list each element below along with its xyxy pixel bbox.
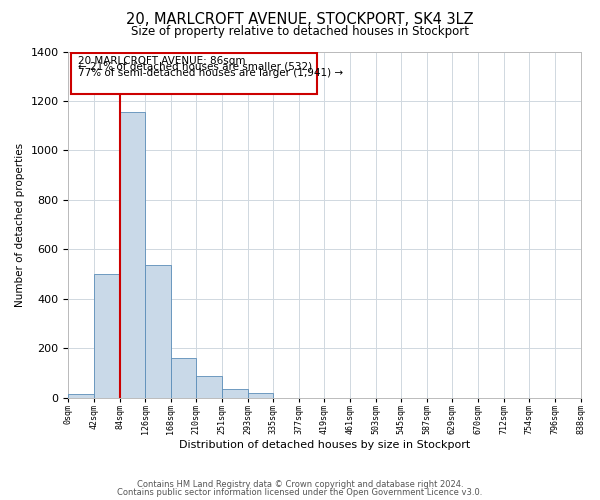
Text: Size of property relative to detached houses in Stockport: Size of property relative to detached ho…: [131, 25, 469, 38]
Text: Contains HM Land Registry data © Crown copyright and database right 2024.: Contains HM Land Registry data © Crown c…: [137, 480, 463, 489]
Y-axis label: Number of detached properties: Number of detached properties: [15, 142, 25, 306]
Bar: [145, 266, 171, 398]
Text: ← 21% of detached houses are smaller (532): ← 21% of detached houses are smaller (53…: [78, 62, 312, 72]
X-axis label: Distribution of detached houses by size in Stockport: Distribution of detached houses by size …: [179, 440, 470, 450]
Bar: [248, 392, 273, 398]
Bar: [222, 389, 248, 398]
Text: Contains public sector information licensed under the Open Government Licence v3: Contains public sector information licen…: [118, 488, 482, 497]
Bar: [119, 112, 145, 398]
Text: 20 MARLCROFT AVENUE: 86sqm: 20 MARLCROFT AVENUE: 86sqm: [78, 56, 245, 66]
Bar: [171, 358, 196, 398]
Bar: [196, 376, 222, 398]
Text: 77% of semi-detached houses are larger (1,941) →: 77% of semi-detached houses are larger (…: [78, 68, 343, 78]
Bar: [68, 394, 94, 398]
Text: 20, MARLCROFT AVENUE, STOCKPORT, SK4 3LZ: 20, MARLCROFT AVENUE, STOCKPORT, SK4 3LZ: [126, 12, 474, 28]
Bar: [71, 52, 317, 94]
Bar: [94, 274, 119, 398]
